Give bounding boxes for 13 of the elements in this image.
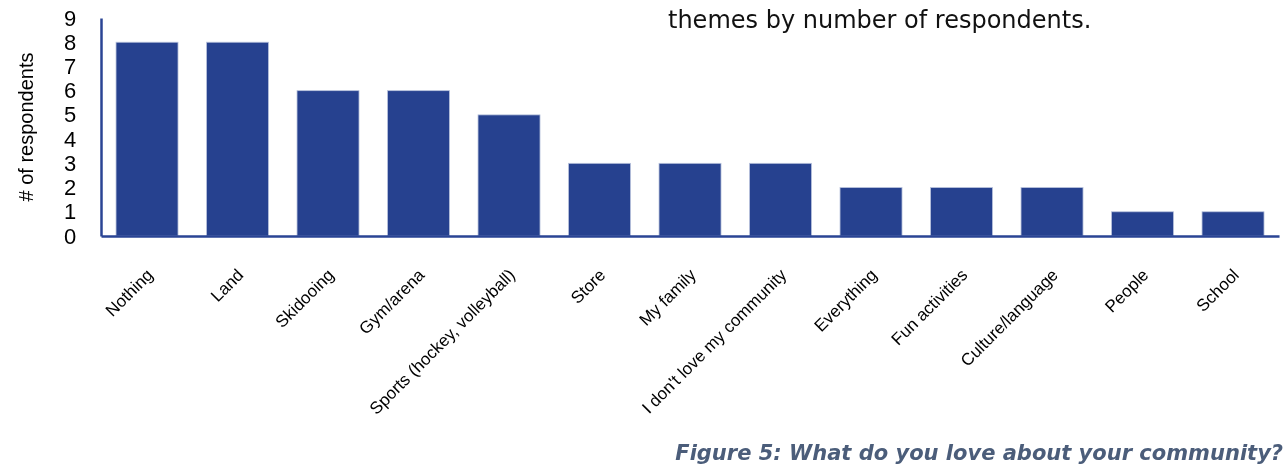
y-tick-label: 6 xyxy=(63,78,77,104)
caption: Figure 5: What do you love about your community? xyxy=(675,441,1283,465)
y-tick-label: 8 xyxy=(63,29,77,55)
y-tick-label: 3 xyxy=(63,150,77,176)
y-tick-label: 2 xyxy=(63,175,77,201)
y-tick-label: 1 xyxy=(63,199,77,225)
y-tick-label: 0 xyxy=(63,223,77,249)
y-tick-label: 9 xyxy=(63,5,77,31)
y-tick-label: 7 xyxy=(63,53,77,79)
y-axis-title: # of respondents xyxy=(15,52,37,202)
y-tick-label: 5 xyxy=(63,102,77,128)
annotation: themes by number of respondents. xyxy=(668,6,1092,34)
y-tick-label: 4 xyxy=(63,126,77,152)
